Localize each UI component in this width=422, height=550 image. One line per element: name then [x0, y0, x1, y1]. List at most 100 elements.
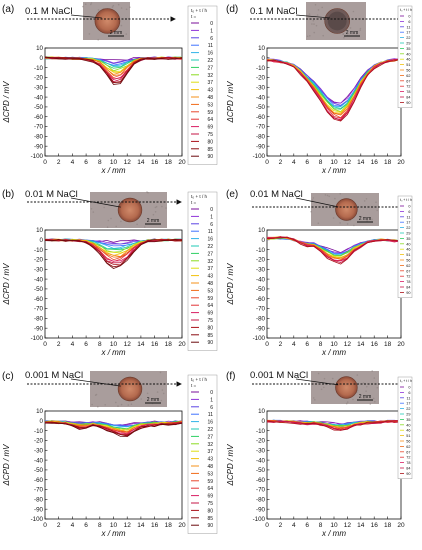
- panel-d: (d) 2 mm 0.1 M NaCl 10 0 -10 -20 -30 -40 -50 -60 -7…: [226, 2, 413, 175]
- micrograph-speckle: [373, 377, 376, 379]
- y-tick-label: -20: [34, 75, 44, 82]
- y-tick-label: -80: [34, 497, 44, 504]
- y-tick-label: -90: [34, 143, 44, 150]
- corrosion-drop: [335, 198, 358, 221]
- y-tick-label: -70: [34, 306, 44, 313]
- corrosion-drop-core: [327, 11, 347, 31]
- y-tick-label: -80: [256, 497, 266, 504]
- micrograph-speckle: [110, 217, 112, 220]
- micrograph-speckle: [130, 403, 133, 406]
- x-tick-label: 18: [384, 341, 392, 348]
- y-tick-label: -90: [34, 325, 44, 332]
- x-tick-label: 14: [137, 522, 145, 529]
- x-tick-label: 16: [371, 341, 379, 348]
- legend-label: 84: [406, 467, 410, 471]
- x-tick-label: 6: [305, 522, 309, 529]
- micrograph-speckle: [82, 5, 84, 8]
- micrograph-speckle: [315, 24, 318, 27]
- legend-label: 37: [207, 449, 213, 455]
- legend-label: 1: [210, 214, 213, 220]
- legend-label: 90: [207, 523, 213, 529]
- y-tick-label: 0: [40, 237, 44, 244]
- series-line-t90: [266, 236, 402, 265]
- legend-label: 80: [207, 508, 213, 514]
- micrograph-speckle: [314, 399, 316, 401]
- micrograph-speckle: [359, 29, 362, 31]
- legend-label: 0: [210, 21, 213, 27]
- y-tick-label: -30: [256, 84, 266, 91]
- series-line-t29: [266, 59, 402, 109]
- x-tick-label: 20: [178, 341, 186, 348]
- y-tick-label: -100: [31, 153, 44, 160]
- legend-label: 46: [406, 248, 410, 252]
- x-tick-label: 6: [84, 159, 88, 166]
- x-tick-label: 16: [371, 159, 379, 166]
- micrograph-speckle: [311, 23, 313, 25]
- x-tick-label: 14: [357, 159, 365, 166]
- micrograph-speckle: [375, 201, 377, 203]
- y-tick-label: 10: [258, 408, 265, 415]
- legend-label: 72: [406, 85, 410, 89]
- x-tick-label: 16: [151, 341, 159, 348]
- y-tick-label: -50: [256, 467, 266, 474]
- y-tick-label: -80: [34, 134, 44, 141]
- micrograph-speckle: [112, 4, 115, 7]
- micrograph-speckle: [339, 193, 342, 195]
- legend-label: 51: [406, 434, 410, 438]
- micrograph-speckle: [346, 223, 349, 225]
- x-tick-label: 18: [165, 522, 173, 529]
- micrograph-speckle: [97, 38, 99, 41]
- micrograph-speckle: [342, 33, 345, 35]
- x-tick-label: 12: [344, 159, 352, 166]
- legend-title-sub: t =: [191, 200, 197, 205]
- legend: t₀ + t / ht =016111622273237434853596469…: [187, 374, 218, 534]
- legend-label: 40: [406, 423, 410, 427]
- panel-e: (e) 2 mm 0.01 M NaCl 10 0 -10 -20 -30 -40 -50 -60 -…: [226, 189, 413, 357]
- y-tick-label: -50: [34, 104, 44, 111]
- legend-label: 27: [207, 434, 213, 440]
- panel-label: (e): [226, 189, 238, 200]
- y-tick-label: -50: [256, 104, 266, 111]
- legend-label: 72: [406, 275, 410, 279]
- legend-label: 40: [406, 242, 410, 246]
- micrograph-speckle: [365, 390, 367, 393]
- legend: t₀ + t / ht =016111622273237434853596469…: [187, 5, 218, 165]
- panel-label: (a): [2, 4, 14, 15]
- micrograph-speckle: [352, 398, 354, 401]
- panel-b: (b)2 mm0.01 M NaCl100-10-20-30-40-50-60-…: [2, 189, 218, 357]
- legend-label: 84: [406, 286, 410, 290]
- micrograph-speckle: [120, 7, 123, 9]
- panel-label: (d): [226, 4, 238, 15]
- micrograph-speckle: [345, 402, 348, 405]
- micrograph-speckle: [92, 211, 95, 213]
- y-tick-label: -100: [31, 335, 44, 342]
- micrograph-speckle: [317, 372, 320, 375]
- legend-label: 90: [406, 472, 410, 476]
- pointer-line: [295, 378, 339, 386]
- legend-label: 67: [406, 450, 410, 454]
- legend-label: 62: [406, 445, 410, 449]
- micrograph-speckle: [152, 213, 155, 216]
- legend-label: 59: [207, 479, 213, 485]
- micrograph-speckle: [91, 403, 93, 406]
- y-tick-label: -60: [34, 296, 44, 303]
- y-tick-label: -100: [253, 335, 266, 342]
- micrograph-speckle: [314, 4, 317, 6]
- y-tick-label: -70: [34, 124, 44, 131]
- x-tick-label: 18: [384, 159, 392, 166]
- micrograph-speckle: [365, 198, 368, 200]
- legend-label: 90: [207, 154, 213, 160]
- micrograph-speckle: [311, 199, 314, 201]
- micrograph-speckle: [363, 200, 366, 202]
- x-tick-label: 2: [57, 341, 61, 348]
- x-tick-label: 4: [71, 341, 75, 348]
- legend-label: 69: [207, 125, 213, 131]
- legend-label: 32: [207, 73, 213, 79]
- x-tick-label: 2: [57, 159, 61, 166]
- x-tick-label: 14: [137, 341, 145, 348]
- legend-label: 84: [406, 96, 410, 100]
- x-tick-label: 6: [84, 522, 88, 529]
- legend-label: 0: [408, 205, 410, 209]
- micrograph-speckle: [155, 205, 158, 208]
